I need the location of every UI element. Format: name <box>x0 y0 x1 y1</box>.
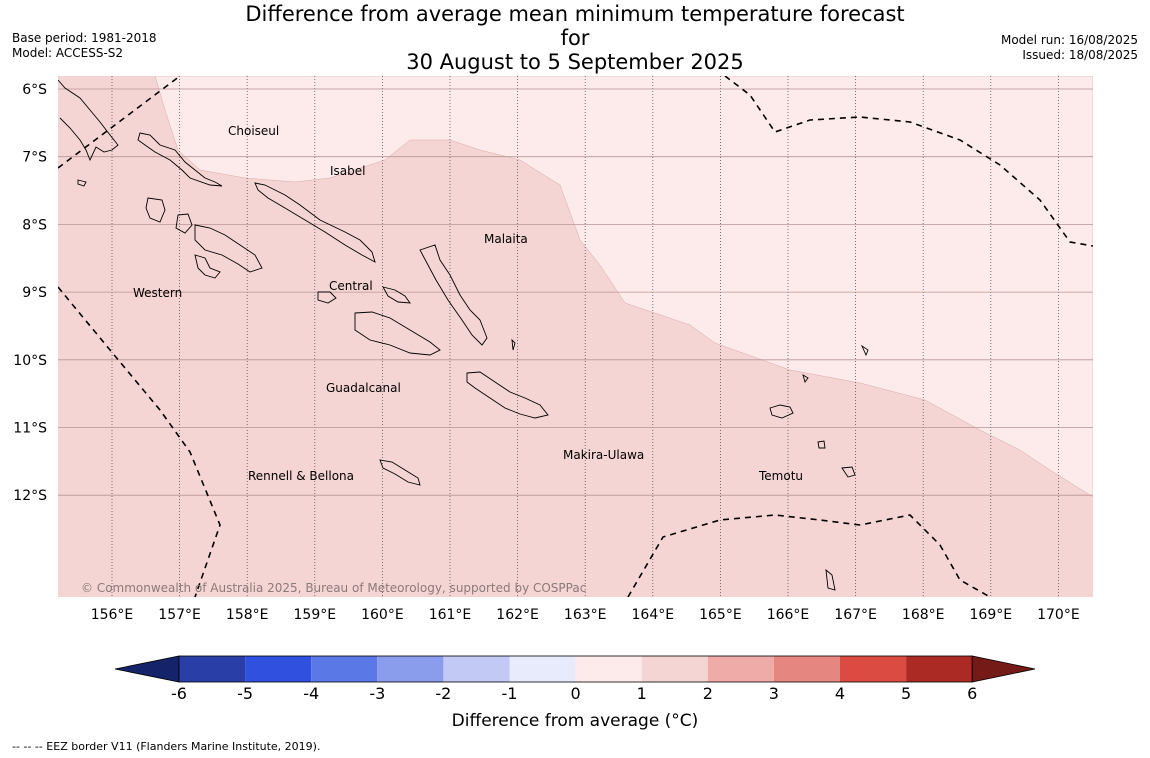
island-outlines <box>58 79 869 591</box>
colorbar-tick-label: 0 <box>570 684 581 703</box>
colorbar-segment <box>179 656 246 682</box>
colorbar-tick-label: -2 <box>435 684 452 703</box>
colorbar-segment <box>311 656 378 682</box>
colorbar-tick-label: 4 <box>834 684 846 703</box>
label-isabel: Isabel <box>330 164 365 178</box>
eez-border <box>58 76 1093 597</box>
lon-label: 163°E <box>564 607 607 623</box>
lat-label: 11°S <box>13 421 47 437</box>
colorbar <box>114 655 1036 683</box>
anomaly-fill-0-1 <box>154 76 1093 498</box>
lon-label: 160°E <box>361 607 404 623</box>
lon-label: 167°E <box>834 607 877 623</box>
colorbar-tick-label: -1 <box>501 684 518 703</box>
lon-label: 170°E <box>1037 607 1080 623</box>
colorbar-segment <box>245 656 312 682</box>
colorbar-tick-label: 2 <box>702 684 713 703</box>
label-central: Central <box>329 279 373 293</box>
colorbar-label: Difference from average (°C) <box>451 711 699 731</box>
colorbar-segment <box>773 656 840 682</box>
colorbar-tick-label: -5 <box>237 684 254 703</box>
colorbar-segment <box>707 656 774 682</box>
colorbar-segment <box>641 656 708 682</box>
label-rennell-bellona: Rennell & Bellona <box>248 469 354 483</box>
label-malaita: Malaita <box>484 232 528 246</box>
title-line-2: 30 August to 5 September 2025 <box>406 50 744 74</box>
lon-label: 166°E <box>767 607 810 623</box>
lat-label: 10°S <box>13 353 47 369</box>
colorbar-segment <box>443 656 510 682</box>
grid-lines <box>58 76 1093 597</box>
label-guadalcanal: Guadalcanal <box>326 381 401 395</box>
lon-label: 168°E <box>902 607 945 623</box>
lon-label: 164°E <box>632 607 675 623</box>
colorbar-segment <box>840 656 907 682</box>
title-line-1: Difference from average mean minimum tem… <box>245 2 905 50</box>
lat-label: 12°S <box>13 488 47 504</box>
issued-date: Issued: 18/08/2025 <box>1022 48 1138 62</box>
eez-footnote: -- -- -- EEZ border V11 (Flanders Marine… <box>12 740 321 753</box>
label-temotu: Temotu <box>758 469 803 483</box>
colorbar-tick-label: 5 <box>901 684 912 703</box>
lon-label: 161°E <box>429 607 472 623</box>
colorbar-tick-label: -6 <box>171 684 187 703</box>
lon-label: 169°E <box>970 607 1013 623</box>
meta-right: Model run: 16/08/2025 Issued: 18/08/2025 <box>1001 33 1138 63</box>
longitude-labels: 156°E 157°E 158°E 159°E 160°E 161°E 162°E 163°E… <box>91 607 1080 623</box>
label-makira-ulawa: Makira-Ulawa <box>563 448 644 462</box>
lon-label: 158°E <box>226 607 269 623</box>
label-western: Western <box>133 286 182 300</box>
copyright-text: © Commonwealth of Australia 2025, Bureau… <box>81 581 586 595</box>
meta-left: Base period: 1981-2018 Model: ACCESS-S2 <box>12 31 157 61</box>
lon-label: 159°E <box>294 607 337 623</box>
lat-label: 7°S <box>22 150 47 166</box>
chart-title: Difference from average mean minimum tem… <box>230 2 920 74</box>
colorbar-segment <box>575 656 642 682</box>
colorbar-tick-label: 1 <box>636 684 647 703</box>
lon-label: 156°E <box>91 607 134 623</box>
colorbar-tick-label: -3 <box>369 684 386 703</box>
colorbar-tick-label: 6 <box>967 684 978 703</box>
colorbar-segment <box>906 656 973 682</box>
colorbar-segment <box>377 656 444 682</box>
colorbar-extend-low <box>114 655 180 683</box>
model-run: Model run: 16/08/2025 <box>1000 33 1138 47</box>
lat-label: 8°S <box>22 217 47 233</box>
base-period: Base period: 1981-2018 <box>12 31 157 45</box>
colorbar-tick-label: -4 <box>303 684 320 703</box>
lat-label: 6°S <box>22 82 47 98</box>
lon-label: 157°E <box>158 607 201 623</box>
label-choiseul: Choiseul <box>228 124 279 138</box>
colorbar-tick-label: 3 <box>768 684 779 703</box>
lon-label: 162°E <box>496 607 539 623</box>
colorbar-segment <box>509 656 576 682</box>
model-name: Model: ACCESS-S2 <box>12 46 124 60</box>
latitude-labels: 6°S 7°S 8°S 9°S 10°S 11°S 12°S <box>13 82 47 504</box>
lat-label: 9°S <box>22 285 47 301</box>
colorbar-extend-high <box>971 655 1036 683</box>
region-labels: Choiseul Isabel Malaita Western Central … <box>133 124 803 483</box>
lon-label: 165°E <box>699 607 742 623</box>
